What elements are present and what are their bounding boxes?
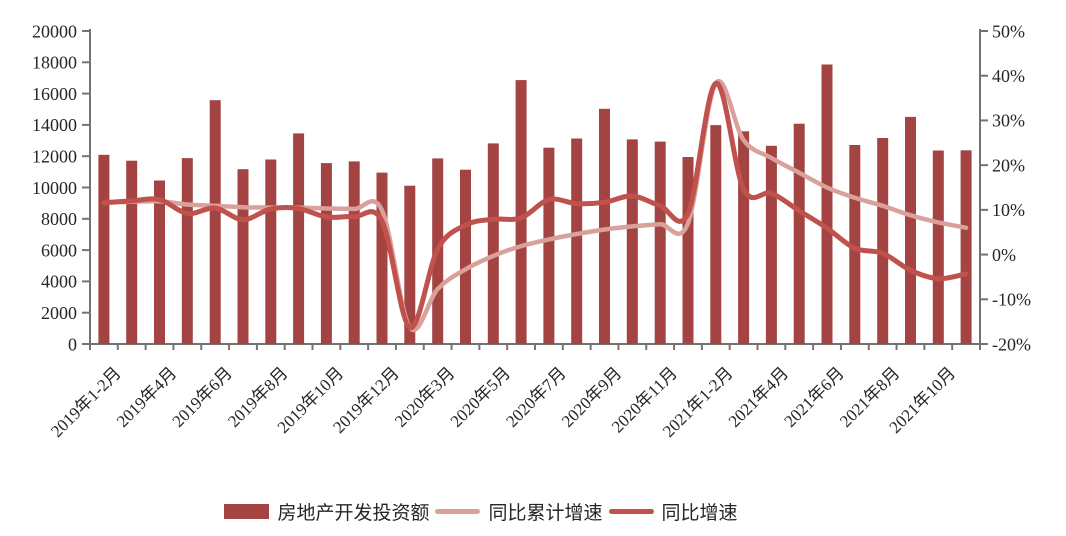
legend-label-investment: 房地产开发投资额 — [277, 503, 430, 524]
x-axis-label: 2019年6月 — [168, 363, 236, 431]
x-axis-label: 2021年6月 — [780, 363, 848, 431]
legend-label-yoy-growth: 同比增速 — [661, 503, 738, 524]
bar — [320, 163, 332, 344]
bar — [765, 145, 777, 344]
x-axis-labels: 2019年1-2月2019年4月2019年6月2019年8月2019年10月20… — [47, 363, 959, 441]
bar — [487, 143, 499, 344]
bar — [960, 150, 972, 344]
y-axis-label-right: 50% — [992, 21, 1025, 41]
bar — [626, 139, 638, 344]
x-axis-label: 2021年4月 — [725, 363, 793, 431]
y-axis-label-left: 10000 — [32, 178, 77, 198]
y-axis-label-right: -20% — [992, 334, 1031, 354]
bar — [515, 80, 527, 344]
bar — [710, 125, 722, 344]
y-axis-label-left: 8000 — [41, 209, 77, 229]
cumulative-line-swatch — [435, 509, 481, 514]
y-axis-label-right: 30% — [992, 111, 1025, 131]
bar — [181, 158, 193, 344]
bar — [571, 138, 583, 344]
y-axis-label-right: 10% — [992, 200, 1025, 220]
yoy-line-swatch — [608, 509, 654, 514]
bar — [793, 123, 805, 344]
legend-item-cumulative-growth: 同比累计增速 — [435, 498, 603, 525]
legend-item-investment: 房地产开发投资额 — [224, 498, 429, 525]
y-axis-label-right: -10% — [992, 290, 1031, 310]
bar — [821, 64, 833, 344]
x-axis-label: 2019年1-2月 — [47, 363, 125, 441]
bar — [599, 108, 610, 344]
bar — [932, 150, 944, 344]
cumulative-growth-line — [101, 78, 969, 333]
x-axis-label: 2020年7月 — [502, 363, 570, 431]
bar — [348, 161, 360, 344]
bar — [738, 131, 750, 344]
bar — [460, 169, 471, 344]
bar — [905, 116, 916, 345]
bar — [654, 141, 666, 344]
bar — [126, 160, 138, 344]
bar — [209, 100, 221, 344]
y-axis-label-left: 18000 — [32, 53, 77, 73]
y-axis-label-left: 0 — [68, 334, 77, 354]
y-axis-label-left: 12000 — [32, 147, 77, 167]
x-axis-label: 2020年5月 — [447, 363, 515, 431]
bar — [849, 145, 861, 344]
y-axis-label-left: 16000 — [32, 84, 77, 104]
bar — [265, 159, 277, 344]
right-axis-labels: 50% 40% 30% 20% 10% 0% -10% -20% — [992, 21, 1031, 354]
y-axis-label-left: 14000 — [32, 115, 77, 135]
bar — [98, 154, 110, 344]
legend-label-cumulative-growth: 同比累计增速 — [488, 503, 603, 524]
x-axis-label: 2019年4月 — [113, 363, 181, 431]
bar — [682, 157, 694, 344]
y-axis-label-right: 40% — [992, 66, 1025, 86]
bar — [543, 147, 555, 344]
left-axis-labels: 2000018000160001400012000100008000600040… — [32, 21, 77, 354]
y-axis-label-left: 6000 — [41, 240, 77, 260]
bar — [293, 133, 305, 344]
bar — [404, 185, 416, 344]
y-axis-label-left: 2000 — [41, 303, 77, 323]
bar-series-swatch — [224, 504, 270, 519]
chart-canvas: 2000018000160001400012000100008000600040… — [32, 21, 1031, 441]
x-axis-label: 2020年3月 — [391, 363, 459, 431]
y-axis-label-left: 20000 — [32, 21, 77, 41]
y-axis-label-right: 0% — [992, 245, 1016, 265]
bar-series — [98, 64, 972, 345]
bar — [154, 180, 165, 344]
y-axis-label-right: 20% — [992, 155, 1025, 175]
bar — [237, 169, 249, 344]
y-axis-label-left: 4000 — [41, 272, 77, 292]
legend-item-yoy-growth: 同比增速 — [608, 498, 738, 525]
yoy-growth-line — [101, 80, 969, 331]
chart-legend: 房地产开发投资额 同比累计增速 同比增速 — [0, 498, 1066, 525]
bar — [376, 172, 388, 344]
bar — [877, 138, 889, 344]
